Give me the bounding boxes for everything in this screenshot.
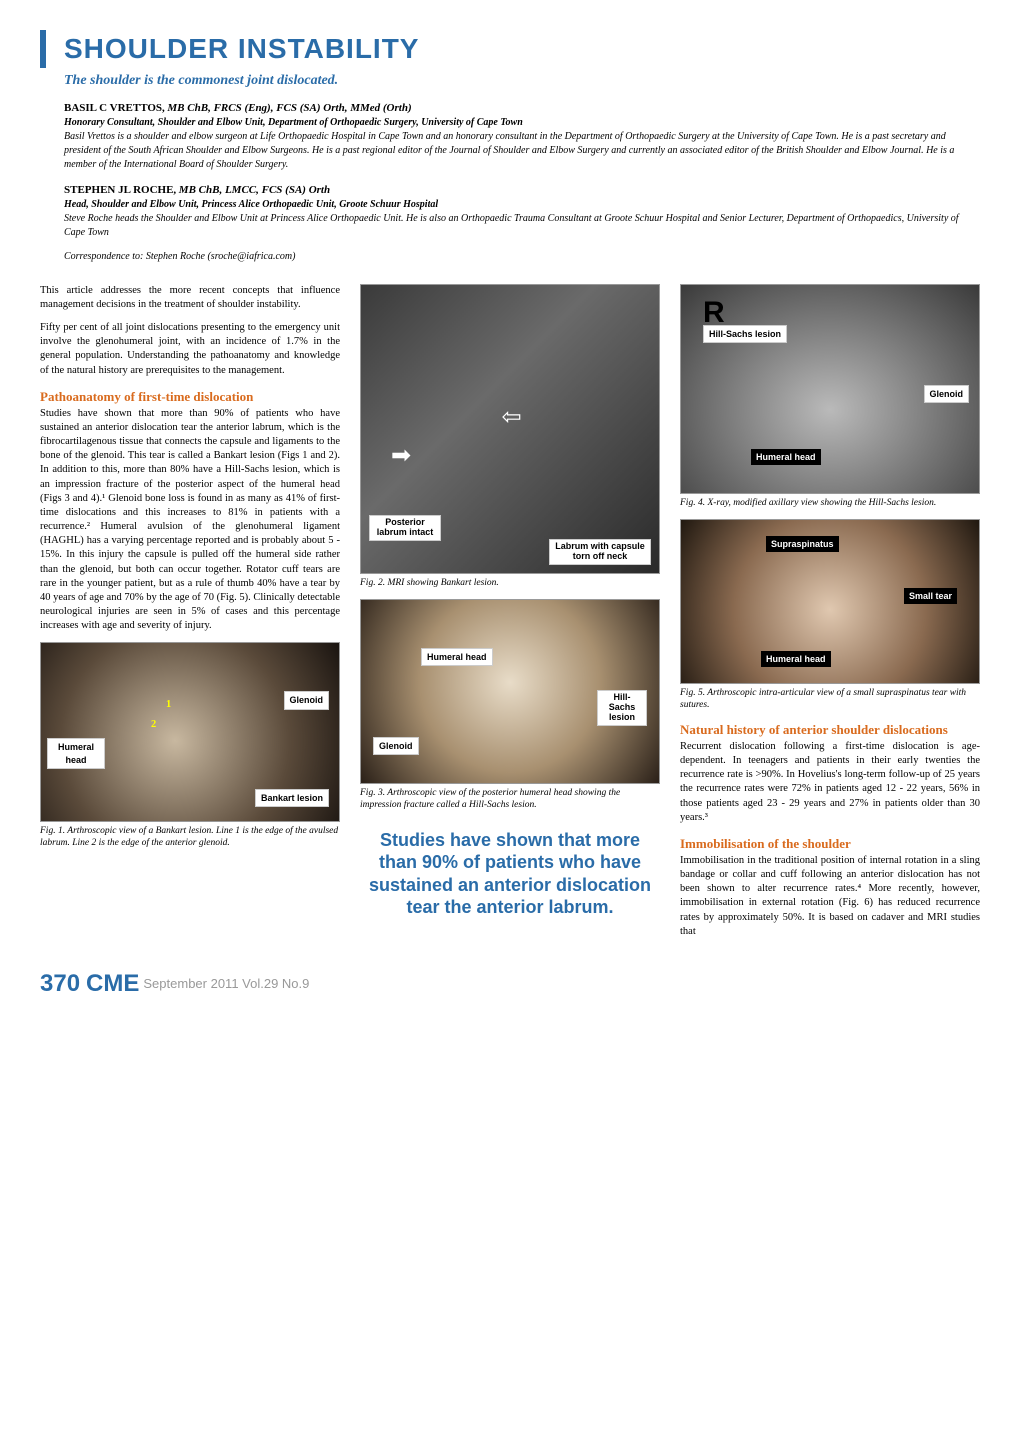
fig2-label-labrum: Labrum with capsule torn off neck bbox=[549, 539, 651, 565]
fig5-label-supraspinatus: Supraspinatus bbox=[766, 536, 839, 552]
issue-info: September 2011 Vol.29 No.9 bbox=[143, 975, 309, 993]
fig1-marker-2: 2 bbox=[151, 718, 156, 732]
correspondence: Correspondence to: Stephen Roche (sroche… bbox=[40, 250, 980, 264]
author-affiliation: Head, Shoulder and Elbow Unit, Princess … bbox=[64, 199, 438, 210]
fig3-label-glenoid: Glenoid bbox=[373, 737, 419, 755]
fig5-label-humeral: Humeral head bbox=[761, 651, 831, 667]
intro-paragraph: This article addresses the more recent c… bbox=[40, 284, 340, 312]
fig1-label-glenoid: Glenoid bbox=[284, 691, 330, 709]
page-footer: 370 CME September 2011 Vol.29 No.9 bbox=[40, 968, 980, 1000]
fig3-label-humeral: Humeral head bbox=[421, 648, 493, 666]
figure-3: Humeral head Hill-Sachs lesion Glenoid F… bbox=[360, 599, 660, 811]
pull-quote: Studies have shown that more than 90% of… bbox=[360, 829, 660, 919]
figure-1: Glenoid Humeral head Bankart lesion 1 2 … bbox=[40, 642, 340, 849]
fig1-label-bankart: Bankart lesion bbox=[255, 789, 329, 807]
fig4-label-glenoid: Glenoid bbox=[924, 385, 970, 403]
author-name: BASIL C VRETTOS, bbox=[64, 102, 165, 114]
intro-paragraph: Fifty per cent of all joint dislocations… bbox=[40, 321, 340, 378]
fig1-marker-1: 1 bbox=[166, 698, 171, 712]
page-number: 370 bbox=[40, 968, 80, 1000]
figure-1-caption: Fig. 1. Arthroscopic view of a Bankart l… bbox=[40, 826, 340, 849]
immobilisation-body: Immobilisation in the traditional positi… bbox=[680, 854, 980, 939]
journal-name: CME bbox=[86, 968, 139, 1000]
column-2: ➡ ⇨ Posterior labrum intact Labrum with … bbox=[360, 284, 660, 948]
column-3: R Hill-Sachs lesion Glenoid Humeral head… bbox=[680, 284, 980, 948]
arrow-icon: ⇨ bbox=[501, 400, 521, 432]
natural-history-body: Recurrent dislocation following a first-… bbox=[680, 740, 980, 825]
pathoanatomy-body: Studies have shown that more than 90% of… bbox=[40, 407, 340, 634]
author-1: BASIL C VRETTOS, MB ChB, FRCS (Eng), FCS… bbox=[40, 101, 980, 173]
author-bio: Basil Vrettos is a shoulder and elbow su… bbox=[64, 131, 954, 170]
fig5-label-smalltear: Small tear bbox=[904, 588, 957, 604]
section-heading-natural-history: Natural history of anterior shoulder dis… bbox=[680, 723, 980, 738]
author-bio: Steve Roche heads the Shoulder and Elbow… bbox=[64, 213, 959, 238]
author-2: STEPHEN JL ROCHE, MB ChB, LMCC, FCS (SA)… bbox=[40, 183, 980, 241]
fig3-label-hillsachs: Hill-Sachs lesion bbox=[597, 690, 647, 726]
fig4-label-humeral: Humeral head bbox=[751, 449, 821, 465]
arrow-icon: ➡ bbox=[391, 440, 411, 472]
article-title: SHOULDER INSTABILITY bbox=[40, 30, 980, 68]
figure-2: ➡ ⇨ Posterior labrum intact Labrum with … bbox=[360, 284, 660, 589]
author-affiliation: Honorary Consultant, Shoulder and Elbow … bbox=[64, 117, 523, 128]
figure-4-caption: Fig. 4. X-ray, modified axillary view sh… bbox=[680, 498, 980, 509]
figure-2-caption: Fig. 2. MRI showing Bankart lesion. bbox=[360, 578, 660, 589]
fig1-label-humeral: Humeral head bbox=[47, 738, 105, 768]
figure-5: Supraspinatus Small tear Humeral head Fi… bbox=[680, 519, 980, 711]
fig2-label-posterior: Posterior labrum intact bbox=[369, 515, 441, 541]
author-credentials: MB ChB, FRCS (Eng), FCS (SA) Orth, MMed … bbox=[167, 102, 411, 114]
article-subtitle: The shoulder is the commonest joint disl… bbox=[40, 72, 980, 91]
author-credentials: MB ChB, LMCC, FCS (SA) Orth bbox=[179, 184, 330, 196]
section-heading-pathoanatomy: Pathoanatomy of first-time dislocation bbox=[40, 390, 340, 405]
column-1: This article addresses the more recent c… bbox=[40, 284, 340, 948]
figure-5-caption: Fig. 5. Arthroscopic intra-articular vie… bbox=[680, 688, 980, 711]
figure-3-caption: Fig. 3. Arthroscopic view of the posteri… bbox=[360, 788, 660, 811]
author-name: STEPHEN JL ROCHE, bbox=[64, 184, 176, 196]
section-heading-immobilisation: Immobilisation of the shoulder bbox=[680, 837, 980, 852]
fig4-label-hillsachs: Hill-Sachs lesion bbox=[703, 325, 787, 343]
figure-4: R Hill-Sachs lesion Glenoid Humeral head… bbox=[680, 284, 980, 509]
